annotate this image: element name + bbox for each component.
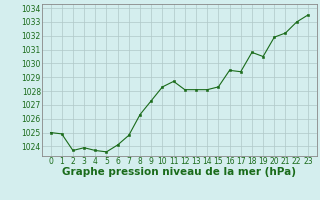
X-axis label: Graphe pression niveau de la mer (hPa): Graphe pression niveau de la mer (hPa) [62,167,296,177]
